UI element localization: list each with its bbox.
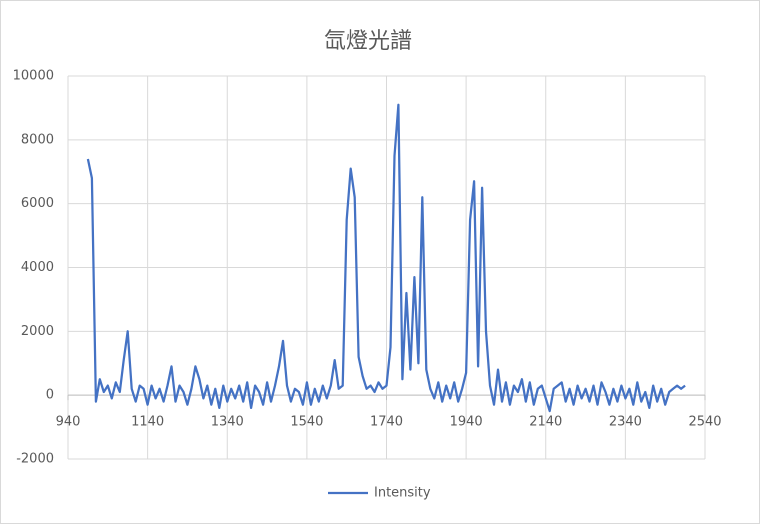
- x-tick-label: 1740: [370, 415, 403, 430]
- x-tick-label: 1540: [290, 415, 323, 430]
- y-tick-label: 2000: [21, 324, 54, 339]
- y-tick-label: 6000: [21, 196, 54, 211]
- x-tick-label: 2340: [609, 415, 642, 430]
- x-tick-label: 2140: [529, 415, 562, 430]
- legend-label: Intensity: [374, 486, 431, 501]
- x-tick-label: 1940: [450, 415, 483, 430]
- y-tick-label: 8000: [21, 132, 54, 147]
- x-tick-label: 1340: [211, 415, 244, 430]
- data-line: [86, 103, 686, 413]
- x-tick-label: 2540: [688, 415, 721, 430]
- x-tick-label: 940: [56, 415, 81, 430]
- y-tick-label: 4000: [21, 260, 54, 275]
- x-tick-label: 1140: [131, 415, 164, 430]
- y-tick-label: 10000: [13, 69, 54, 84]
- y-tick-label: -2000: [16, 452, 54, 467]
- y-tick-label: 0: [46, 388, 54, 403]
- chart-title: 氙燈光譜: [324, 29, 412, 54]
